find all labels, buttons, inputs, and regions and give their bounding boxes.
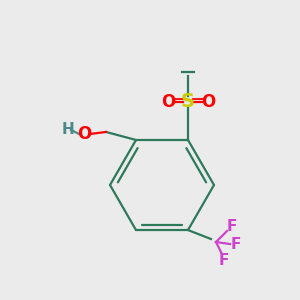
Text: S: S — [181, 92, 195, 112]
Text: F: F — [231, 236, 241, 251]
Text: F: F — [227, 218, 237, 233]
Text: H: H — [61, 122, 74, 137]
Text: O: O — [77, 125, 91, 143]
Text: F: F — [219, 253, 229, 268]
Text: O: O — [201, 93, 215, 111]
Text: O: O — [161, 93, 175, 111]
